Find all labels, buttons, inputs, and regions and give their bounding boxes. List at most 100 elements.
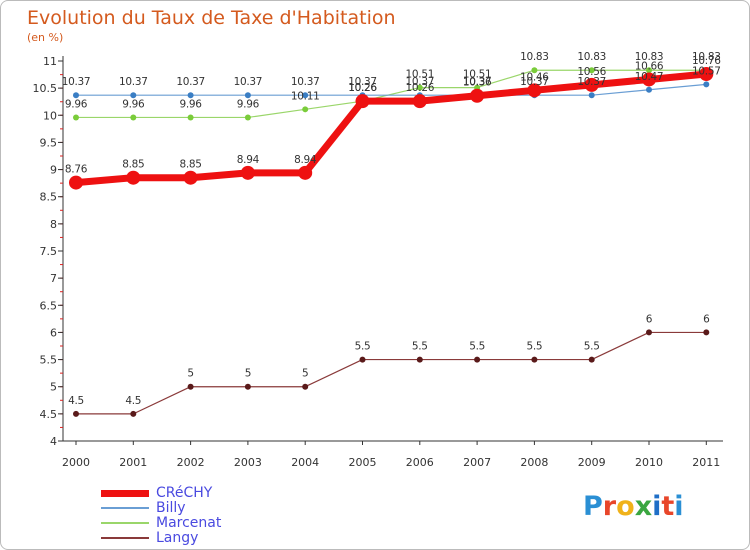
legend-item-crechy: CRéCHY (101, 485, 301, 501)
data-point (703, 329, 710, 336)
data-point (130, 114, 137, 121)
x-tick-label: 2008 (520, 456, 548, 469)
data-label: 5.5 (412, 341, 428, 353)
series-line-marcenat (75, 69, 707, 119)
data-label: 10.37 (577, 76, 606, 88)
x-tick-label: 2009 (578, 456, 606, 469)
x-tick-label: 2004 (291, 456, 319, 469)
series-line-langy (75, 331, 707, 415)
logo-letter: i (674, 491, 684, 522)
y-tick-label: 10 (43, 109, 57, 122)
data-label: 10.26 (348, 82, 377, 94)
data-label: 8.94 (294, 154, 317, 166)
data-label: 5 (245, 368, 251, 380)
legend-swatch-langy (101, 537, 149, 539)
data-point (73, 92, 79, 99)
y-tick-label: 9.5 (40, 136, 58, 149)
y-tick-label: 10.5 (33, 82, 58, 95)
data-label: 5.5 (584, 341, 600, 353)
data-label: 10.83 (692, 51, 721, 63)
x-tick-label: 2011 (692, 456, 720, 469)
x-tick-label: 2006 (406, 456, 434, 469)
data-label: 5.5 (469, 341, 485, 353)
series-lines (72, 69, 710, 415)
legend-label-marcenat: Marcenat (156, 515, 222, 531)
legend-swatch-crechy (101, 489, 149, 497)
data-label: 10.83 (635, 51, 664, 63)
data-label: 10.36 (463, 77, 492, 89)
x-tick-label: 2001 (119, 456, 147, 469)
data-label: 10.57 (692, 65, 721, 77)
x-tick-label: 2003 (234, 456, 262, 469)
data-label: 10.83 (520, 51, 549, 63)
data-point (470, 88, 485, 103)
data-label: 4.5 (125, 395, 141, 407)
data-point (642, 72, 656, 87)
data-label: 10.37 (119, 76, 148, 88)
data-label: 4.5 (68, 395, 84, 407)
data-label: 10.37 (406, 76, 435, 88)
data-point (130, 92, 137, 99)
data-point (646, 329, 652, 336)
data-label: 5 (302, 368, 308, 380)
data-point (699, 67, 714, 82)
data-label: 10.37 (62, 76, 91, 88)
data-point (412, 94, 427, 109)
logo-letter: x (634, 491, 653, 522)
legend-swatch-marcenat (101, 522, 149, 524)
x-tick-label: 2002 (177, 456, 205, 469)
data-point (244, 383, 251, 390)
data-label: 9.96 (122, 98, 145, 110)
y-tick-label: 6 (50, 326, 57, 339)
y-tick-label: 5.5 (40, 354, 58, 367)
y-tick-label: 7.5 (40, 245, 58, 258)
y-tick-label: 7 (50, 272, 57, 285)
data-point (584, 77, 599, 92)
data-label: 9.96 (180, 98, 203, 110)
data-label: 10.83 (577, 51, 606, 63)
data-point (531, 356, 538, 363)
data-point (244, 114, 251, 121)
series-points (69, 67, 714, 417)
logo-letter: P (583, 491, 603, 522)
data-label: 10.66 (635, 60, 664, 72)
chart-subtitle: (en %) (27, 31, 64, 44)
y-tick-label: 4 (50, 435, 57, 448)
data-label: 8.94 (237, 154, 260, 166)
logo-letter: r (602, 491, 617, 522)
series-line-billy (75, 83, 707, 96)
data-label: 10.76 (692, 55, 721, 67)
y-tick-label: 6.5 (40, 299, 58, 312)
x-tick-label: 2005 (349, 456, 377, 469)
legend-item-marcenat: Marcenat (101, 515, 301, 531)
data-point (646, 86, 652, 93)
legend-label-crechy: CRéCHY (156, 485, 213, 501)
proxiti-logo: Proxiti (583, 491, 684, 522)
data-label: 10.56 (577, 66, 606, 78)
data-point (187, 92, 194, 99)
data-point (73, 114, 79, 121)
data-label: 6 (703, 313, 710, 325)
data-label: 6 (646, 313, 653, 325)
data-point (416, 356, 423, 363)
data-label: 10.37 (234, 76, 263, 88)
data-label: 10.37 (520, 76, 549, 88)
data-label: 8.85 (122, 159, 144, 171)
data-point (187, 114, 194, 121)
data-label: 10.11 (291, 90, 320, 102)
data-point (244, 92, 251, 99)
data-label: 10.47 (635, 71, 664, 83)
chart-axes: 4 4.5 5 5.5 6 6.5 7 7.5 8 8.5 9 9.5 10 10.5 11 2000 2001… (33, 55, 723, 469)
legend-swatch-billy (101, 507, 149, 509)
y-tick-label: 4.5 (40, 408, 58, 421)
y-tick-label: 8 (50, 218, 57, 231)
data-point (240, 165, 255, 180)
data-point (703, 81, 710, 88)
x-tick-label: 2007 (463, 456, 491, 469)
data-label: 9.96 (237, 98, 260, 110)
data-point (646, 67, 652, 74)
y-tick-label: 11 (43, 55, 57, 68)
data-point (302, 92, 309, 99)
data-point (588, 92, 595, 99)
